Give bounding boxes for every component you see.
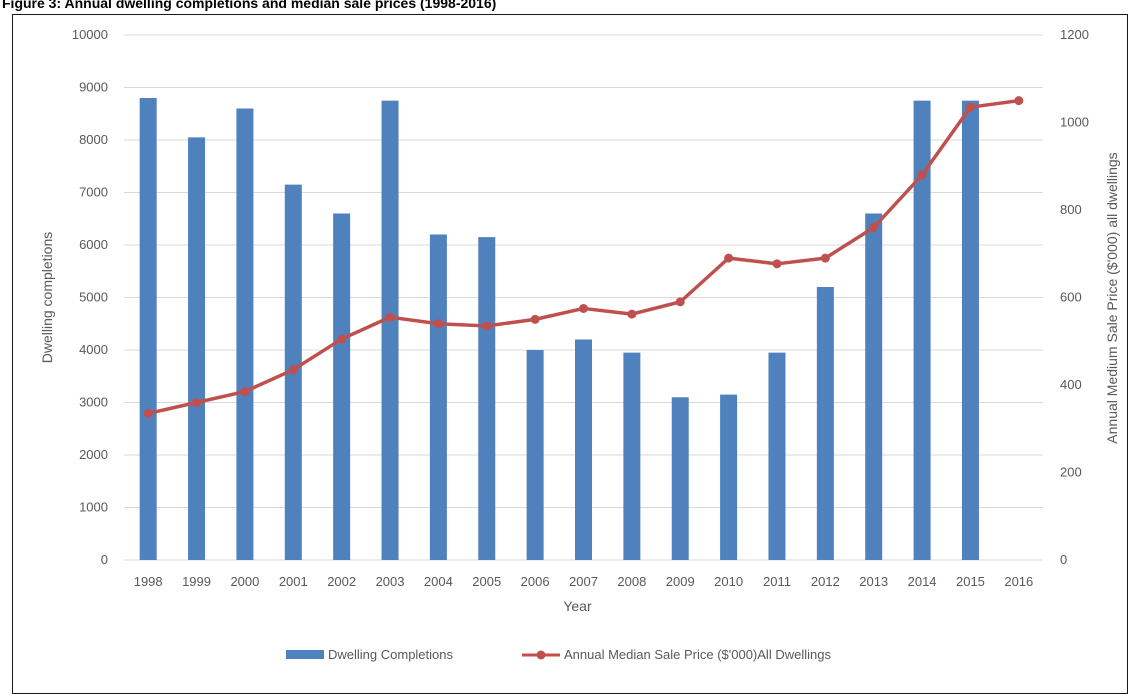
x-tick-label: 2006 [521, 574, 550, 589]
price-point [1014, 96, 1024, 106]
x-tick-label: 2008 [617, 574, 646, 589]
y2-tick-label: 400 [1060, 377, 1082, 392]
y-tick-label: 9000 [79, 80, 108, 95]
y2-tick-label: 800 [1060, 202, 1082, 217]
bar [816, 287, 834, 560]
x-tick-label: 2011 [763, 574, 791, 589]
x-tick-label: 2015 [956, 574, 985, 589]
x-tick-label: 2010 [714, 574, 743, 589]
x-tick-label: 2016 [1004, 574, 1033, 589]
bar [381, 100, 399, 560]
legend-label-bars: Dwelling Completions [328, 647, 453, 662]
combo-chart: 0100020003000400050006000700080009000100… [39, 27, 1120, 662]
price-point [530, 314, 540, 324]
bar [575, 339, 592, 560]
y-tick-label: 8000 [79, 132, 108, 147]
price-point [192, 398, 202, 407]
y2-tick-label: 0 [1060, 552, 1067, 567]
price-point [288, 365, 298, 375]
legend-label-line: Annual Median Sale Price ($'000)All Dwel… [564, 647, 831, 662]
price-point [143, 408, 153, 418]
y-axis-title: Dwelling completions [39, 232, 55, 364]
price-point [675, 297, 685, 307]
y-tick-label: 4000 [79, 342, 108, 357]
y-tick-label: 1000 [79, 500, 108, 515]
x-tick-label: 2007 [569, 574, 598, 589]
y2-tick-label: 200 [1060, 465, 1082, 480]
y2-tick-label: 600 [1060, 290, 1082, 305]
price-point [433, 319, 443, 329]
bar [526, 350, 544, 560]
x-tick-label: 2000 [230, 574, 259, 589]
y-tick-label: 7000 [79, 185, 108, 200]
price-point [820, 253, 830, 263]
bar [865, 213, 883, 560]
bar [720, 394, 738, 560]
price-point [240, 387, 250, 397]
legend-swatch-bars [286, 650, 324, 659]
bar [236, 108, 254, 560]
legend-marker-line [536, 650, 546, 660]
price-point [917, 170, 927, 180]
price-point [869, 223, 879, 232]
bar [913, 100, 931, 560]
price-point [337, 334, 347, 344]
x-tick-label: 2009 [666, 574, 695, 589]
bar [768, 352, 786, 560]
x-tick-label: 2001 [279, 574, 308, 589]
y2-axis-title: Annual Medium Sale Price ($'000) all dwe… [1104, 152, 1120, 443]
price-point [482, 321, 492, 331]
price-point [965, 102, 975, 112]
x-tick-label: 1999 [182, 574, 211, 589]
y-tick-label: 5000 [79, 290, 108, 305]
x-tick-label: 2014 [908, 574, 937, 589]
x-tick-label: 2002 [327, 574, 356, 589]
x-axis-title: Year [563, 598, 592, 614]
x-tick-label: 1998 [134, 574, 163, 589]
x-tick-label: 2005 [472, 574, 501, 589]
y2-tick-label: 1000 [1060, 115, 1089, 130]
x-tick-label: 2012 [811, 574, 840, 589]
price-point [772, 259, 782, 269]
y-tick-label: 0 [101, 552, 108, 567]
bar [623, 352, 641, 560]
y-tick-label: 10000 [72, 27, 108, 42]
y-tick-label: 6000 [79, 237, 108, 252]
price-point [385, 312, 395, 322]
bar [139, 98, 157, 560]
bar [429, 234, 447, 560]
price-point [627, 309, 637, 319]
x-tick-label: 2003 [376, 574, 405, 589]
x-tick-label: 2013 [859, 574, 888, 589]
price-point [579, 303, 588, 313]
x-tick-label: 2004 [424, 574, 453, 589]
y-tick-label: 2000 [79, 447, 108, 462]
bar [671, 397, 689, 560]
y2-tick-label: 1200 [1060, 27, 1089, 42]
figure-title: Figure 3: Annual dwelling completions an… [2, 0, 497, 11]
bar [961, 100, 979, 560]
bar [188, 137, 206, 560]
price-point [724, 253, 734, 263]
bar [478, 237, 496, 560]
y-tick-label: 3000 [79, 395, 108, 410]
bar [333, 213, 351, 560]
